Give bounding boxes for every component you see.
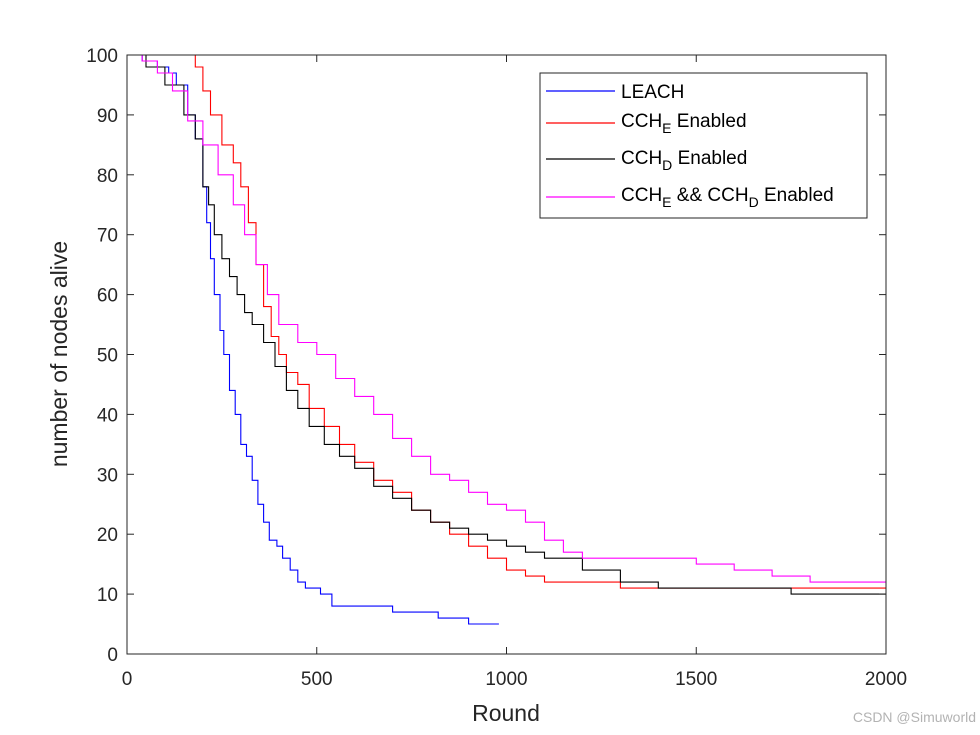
legend-label-cch-d-main: CCH xyxy=(621,148,662,169)
y-tick-label-9: 90 xyxy=(97,106,118,127)
y-tick-label-7: 70 xyxy=(97,226,118,247)
x-tick-label-3: 1500 xyxy=(675,669,717,690)
legend-label-cch-e-rest: Enabled xyxy=(672,111,747,132)
x-tick-label-0: 0 xyxy=(122,669,133,690)
legend-label-cch-e-and-d-mid: && CCH xyxy=(672,185,749,206)
legend-label-cch-d-rest: Enabled xyxy=(672,148,747,169)
y-tick-label-5: 50 xyxy=(97,346,118,367)
legend-label-cch-e-and-d-main: CCH xyxy=(621,185,662,206)
y-tick-label-6: 60 xyxy=(97,286,118,307)
watermark: CSDN @Simuworld xyxy=(852,709,976,725)
y-axis-label: number of nodes alive xyxy=(46,241,72,467)
y-tick-label-2: 20 xyxy=(97,525,118,546)
x-tick-label-2: 1000 xyxy=(485,669,527,690)
axes-box xyxy=(126,54,887,655)
legend-label-cch-e-main: CCH xyxy=(621,111,662,132)
legend-label-cch-d-sub: D xyxy=(662,157,672,173)
series-layer xyxy=(127,54,886,625)
series-line-cch-e-and-d xyxy=(127,54,886,583)
legend-label-leach: LEACH xyxy=(621,82,684,103)
legend-label-cch-d: CCHD Enabled xyxy=(621,148,747,173)
legend-label-cch-e: CCHE Enabled xyxy=(621,111,747,136)
legend-label-cch-e-and-d: CCHE && CCHD Enabled xyxy=(621,185,834,210)
legend-label-cch-e-and-d-sub2: D xyxy=(749,194,759,210)
y-tick-label-0: 0 xyxy=(107,645,118,666)
ticks-layer: 0 500 1000 1500 2000 0 10 20 30 40 50 60 70 80 90 100 xyxy=(86,46,907,690)
y-tick-label-1: 10 xyxy=(97,585,118,606)
series-line-cch-d xyxy=(127,54,886,595)
x-tick-label-4: 2000 xyxy=(865,669,907,690)
x-tick-label-1: 500 xyxy=(301,669,333,690)
legend-label-cch-e-and-d-rest: Enabled xyxy=(759,185,834,206)
y-tick-label-4: 40 xyxy=(97,405,118,426)
legend-label-cch-e-and-d-sub: E xyxy=(662,194,671,210)
x-axis-label: Round xyxy=(472,700,540,726)
legend-label-cch-e-sub: E xyxy=(662,120,671,136)
y-tick-label-3: 30 xyxy=(97,465,118,486)
legend-label-leach-main: LEACH xyxy=(621,82,684,103)
series-line-cch-e xyxy=(127,54,886,589)
legend: LEACH CCHE Enabled CCHD Enabled CCHE && … xyxy=(539,72,868,219)
y-tick-label-10: 100 xyxy=(86,46,118,67)
legend-box xyxy=(539,72,868,219)
y-tick-label-8: 80 xyxy=(97,166,118,187)
